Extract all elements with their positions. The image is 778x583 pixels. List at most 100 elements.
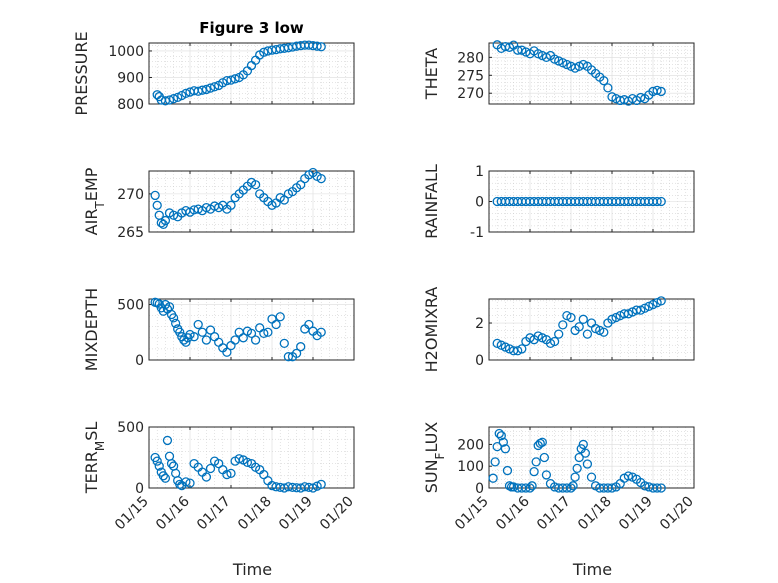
- data-point: [291, 348, 302, 358]
- data-point: [259, 47, 269, 57]
- data-point: [636, 92, 646, 103]
- x-tick-label: 01/15: [112, 494, 152, 534]
- data-point: [189, 332, 199, 342]
- axes-box: [488, 298, 695, 361]
- y-tick-label: 500: [117, 420, 144, 436]
- data-point: [490, 457, 500, 467]
- data-point: [205, 463, 216, 474]
- data-point: [570, 63, 580, 73]
- data-point: [150, 190, 160, 201]
- data-point: [531, 457, 541, 467]
- data-point: [181, 337, 191, 347]
- data-point: [607, 483, 617, 493]
- x-tick-label: 01/16: [493, 493, 533, 533]
- data-point: [656, 86, 666, 97]
- data-point: [652, 483, 662, 493]
- data-point: [566, 312, 576, 323]
- x-axis-label: Time: [232, 560, 272, 579]
- x-tick-label: 01/17: [534, 494, 574, 534]
- y-axis-label: AIRTEMP: [82, 167, 107, 235]
- data-point: [586, 472, 597, 482]
- x-tick-label: 01/19: [616, 494, 656, 534]
- y-tick-label: 2: [475, 316, 484, 332]
- data-point: [652, 196, 662, 207]
- data-point: [181, 477, 191, 487]
- data-point: [316, 42, 326, 52]
- data-point: [283, 352, 294, 362]
- data-point: [230, 335, 240, 345]
- data-point: [656, 483, 666, 493]
- y-tick-label: 0: [135, 353, 144, 369]
- panel-theta: 270 275 280 THETA: [422, 40, 695, 106]
- y-axis-label: RAINFALL: [422, 164, 441, 239]
- x-tick-label: 01/15: [452, 494, 492, 534]
- panel-pressure: 800 900 1000 PRESSURE Figure 3 low: [72, 19, 355, 116]
- data-point: [570, 472, 580, 482]
- data-point: [623, 471, 634, 481]
- data-point: [226, 75, 236, 85]
- data-point: [502, 465, 513, 476]
- data-point: [549, 54, 560, 64]
- data-point: [197, 327, 207, 337]
- y-tick-label: 0: [475, 353, 484, 369]
- y-tick-label: 270: [457, 86, 484, 102]
- data-point: [263, 327, 273, 337]
- data-point: [498, 437, 509, 447]
- data-point: [205, 325, 216, 335]
- data-point: [158, 471, 169, 481]
- data-point: [275, 312, 285, 322]
- data-point: [599, 327, 609, 337]
- axes-box: [488, 42, 695, 105]
- data-point: [488, 473, 498, 483]
- data-point: [209, 82, 220, 92]
- data-point: [533, 49, 543, 59]
- data-point: [554, 56, 564, 66]
- data-point: [181, 88, 191, 99]
- x-tick-label: 01/20: [657, 494, 697, 534]
- data-point: [562, 483, 572, 493]
- y-axis-label: TERRMSL: [82, 422, 107, 495]
- axes-box: [148, 426, 355, 489]
- data-point: [168, 313, 179, 323]
- data-point: [529, 467, 539, 477]
- data-point: [160, 96, 171, 106]
- data-point: [580, 448, 590, 458]
- y-tick-label: -1: [470, 225, 484, 241]
- data-point: [578, 439, 588, 450]
- data-point: [572, 463, 582, 474]
- axes-box: [148, 170, 355, 233]
- data-point: [562, 59, 572, 70]
- data-point: [271, 319, 281, 330]
- y-axis-label: H2OMIXRA: [422, 287, 441, 373]
- x-tick-label: 01/20: [317, 494, 357, 534]
- y-tick-label: 800: [117, 97, 144, 113]
- axes-box: [148, 42, 355, 105]
- data-point: [201, 472, 212, 482]
- y-axis-label: PRESSURE: [72, 31, 91, 115]
- data-point: [527, 481, 537, 491]
- data-point: [154, 461, 164, 471]
- data-point: [234, 454, 244, 464]
- data-point: [525, 483, 535, 493]
- axes-box: [148, 298, 355, 361]
- y-axis-label: SUNFLUX: [422, 422, 447, 494]
- data-point: [175, 327, 185, 337]
- data-point: [164, 95, 175, 105]
- data-point: [494, 428, 504, 439]
- data-point: [242, 457, 253, 468]
- y-axis-label: MIXDEPTH: [82, 288, 101, 371]
- data-point: [517, 45, 527, 55]
- data-point: [656, 196, 666, 207]
- data-point: [492, 441, 502, 452]
- data-point: [568, 481, 578, 491]
- x-tick-label: 01/18: [235, 494, 275, 534]
- data-point: [521, 483, 531, 493]
- data-point: [168, 210, 179, 220]
- data-point: [537, 437, 547, 447]
- panel-mixdepth: 0 500 MIXDEPTH: [82, 288, 355, 371]
- data-point: [656, 296, 666, 306]
- panel-h2omixra: 0 2 H2OMIXRA: [422, 287, 695, 373]
- data-point: [541, 470, 552, 480]
- data-point: [296, 342, 306, 352]
